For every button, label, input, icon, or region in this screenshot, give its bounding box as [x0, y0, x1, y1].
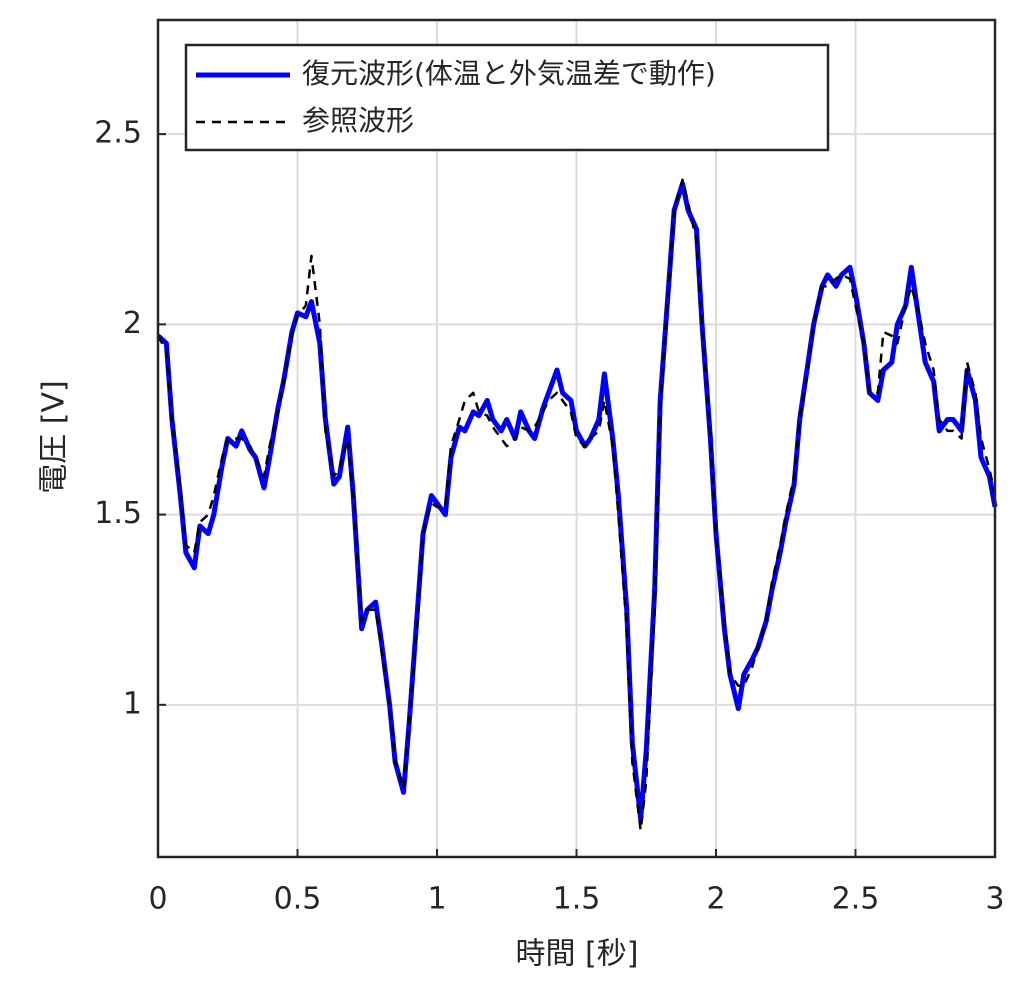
legend-label: 復元波形(体温と外気温差で動作) — [302, 57, 716, 90]
x-tick-label: 2.5 — [832, 882, 880, 917]
x-tick-label: 1.5 — [553, 882, 601, 917]
x-tick-label: 1 — [427, 882, 446, 917]
x-tick-label: 2 — [706, 882, 725, 917]
y-tick-label: 1 — [123, 686, 142, 721]
legend-box — [184, 43, 830, 152]
legend-label: 参照波形 — [302, 104, 414, 137]
y-axis-label: 電圧 [V] — [37, 380, 72, 493]
x-tick-label: 3 — [985, 882, 1004, 917]
legend: 復元波形(体温と外気温差で動作) 参照波形 — [184, 43, 830, 152]
plot-lines — [156, 178, 998, 832]
y-tick-label: 2.5 — [94, 116, 142, 151]
series-line — [156, 178, 997, 832]
x-tick-label: 0 — [148, 882, 167, 917]
x-axis-label: 時間 [秒] — [516, 937, 639, 972]
y-tick-label: 1.5 — [94, 496, 142, 531]
x-tick-label: 0.5 — [274, 882, 322, 917]
y-tick-label: 2 — [123, 306, 142, 341]
series-line — [156, 181, 998, 822]
